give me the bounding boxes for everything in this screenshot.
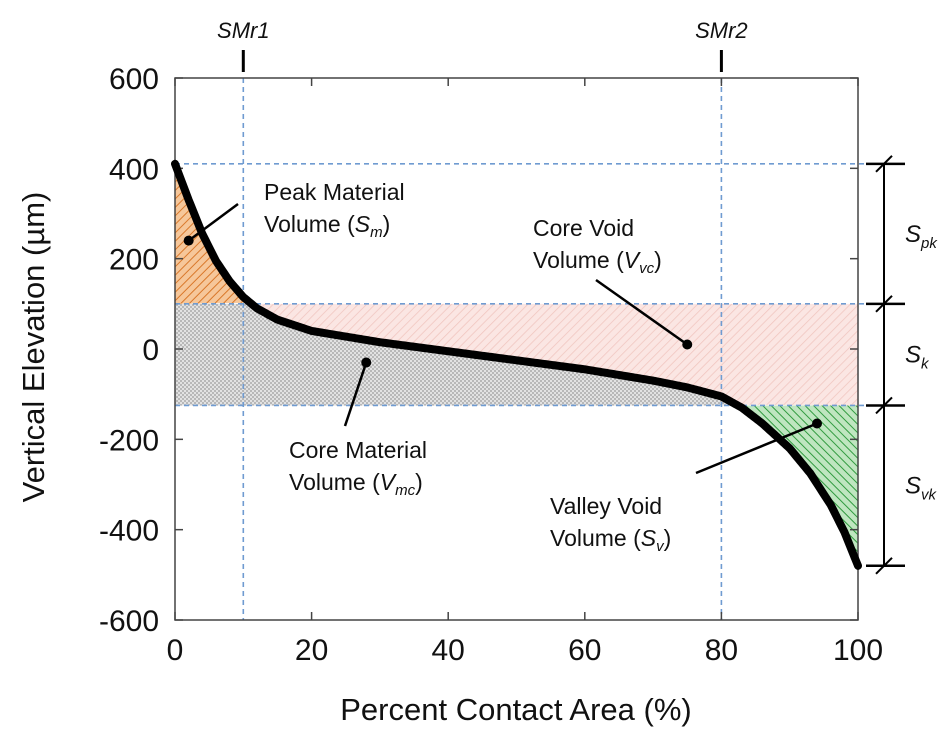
bearing-area-curve [171,159,862,570]
annotation-dot [361,357,372,368]
y-tick-label: 600 [109,63,159,96]
annotation-line1: Core Void [533,215,634,241]
bracket-arrowhead [875,557,893,575]
x-tick-label: 80 [705,634,738,667]
y-axis-title: Vertical Elevation (µm) [16,192,51,503]
y-tick-label: -200 [99,424,159,457]
bracket-arrowhead [875,396,893,415]
annotation-line1: Peak Material [264,179,405,205]
peak-material-region [175,163,251,304]
annotation-line1: Valley Void [550,493,662,519]
x-axis-title: Percent Contact Area (%) [340,692,692,727]
height-brackets: Spk Sk Svk [866,155,938,575]
annotation-line1: Core Material [289,437,427,463]
x-tick-label: 0 [167,634,184,667]
bracket-label: Sk [905,342,930,373]
smr-label: SMr2 [695,18,748,43]
annotation-dot [682,339,693,350]
annotation-leader [595,278,688,346]
smr-markers: SMr1 SMr2 [217,18,748,72]
x-tick-label: 60 [568,634,601,667]
y-tick-label: 200 [109,244,159,277]
bracket-label: Spk [905,221,938,252]
annotation-dot [183,235,194,246]
annotation-line2: Volume (Sm) [264,211,390,241]
x-tick-label: 100 [833,634,883,667]
annotation-leader [187,202,239,242]
axis-ticks: 0 20 40 60 80 100 600 400 200 0 -200 -400 -600 [99,63,883,667]
y-tick-label: 0 [142,334,159,367]
reference-lines [175,78,882,620]
annotation-line2: Volume (Sv) [550,525,671,555]
y-tick-label: -400 [99,515,159,548]
annotation-line2: Volume (Vmc) [289,469,423,499]
y-tick-label: -600 [99,605,159,638]
bracket-label: Svk [905,473,938,504]
x-tick-label: 40 [432,634,465,667]
y-tick-label: 400 [109,153,159,186]
smr-label: SMr1 [217,18,270,43]
volume-annotations: Peak Material Volume (Sm) Core Void Volume … [183,179,823,555]
valley-void-region [737,405,858,565]
annotation-leader [695,422,818,475]
annotation-leader [343,362,368,427]
x-tick-label: 20 [295,634,328,667]
bracket-arrowhead [875,155,893,173]
annotation-dot [812,418,823,429]
bracket-arrowhead [875,295,893,313]
core-void-region [251,303,858,406]
annotation-line2: Volume (Vvc) [533,247,662,277]
